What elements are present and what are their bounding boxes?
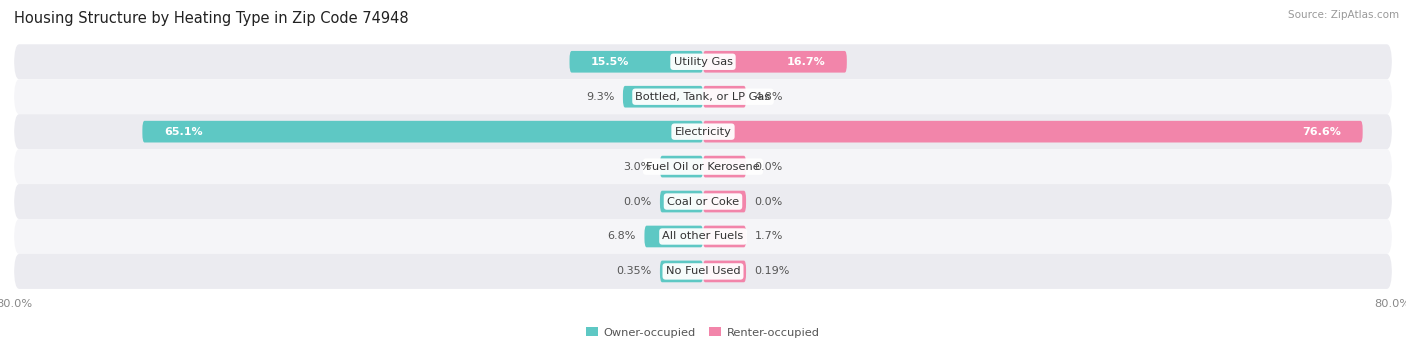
FancyBboxPatch shape — [659, 156, 703, 177]
FancyBboxPatch shape — [644, 226, 703, 247]
FancyBboxPatch shape — [14, 254, 1392, 289]
Text: 1.7%: 1.7% — [755, 232, 783, 241]
FancyBboxPatch shape — [14, 149, 1392, 184]
Text: 0.19%: 0.19% — [755, 267, 790, 276]
Text: 9.3%: 9.3% — [586, 92, 614, 102]
Text: 15.5%: 15.5% — [591, 57, 630, 67]
Text: Housing Structure by Heating Type in Zip Code 74948: Housing Structure by Heating Type in Zip… — [14, 11, 409, 26]
FancyBboxPatch shape — [703, 156, 747, 177]
Text: Fuel Oil or Kerosene: Fuel Oil or Kerosene — [647, 162, 759, 172]
Text: 3.0%: 3.0% — [623, 162, 651, 172]
FancyBboxPatch shape — [569, 51, 703, 73]
Text: Bottled, Tank, or LP Gas: Bottled, Tank, or LP Gas — [636, 92, 770, 102]
Text: 65.1%: 65.1% — [165, 127, 202, 137]
FancyBboxPatch shape — [703, 226, 747, 247]
Text: Electricity: Electricity — [675, 127, 731, 137]
FancyBboxPatch shape — [14, 114, 1392, 149]
FancyBboxPatch shape — [659, 260, 703, 282]
FancyBboxPatch shape — [14, 184, 1392, 219]
Text: No Fuel Used: No Fuel Used — [665, 267, 741, 276]
Text: 16.7%: 16.7% — [786, 57, 825, 67]
Text: 0.35%: 0.35% — [616, 267, 651, 276]
Text: 0.0%: 0.0% — [623, 197, 651, 206]
Text: Utility Gas: Utility Gas — [673, 57, 733, 67]
Text: All other Fuels: All other Fuels — [662, 232, 744, 241]
FancyBboxPatch shape — [703, 86, 747, 107]
FancyBboxPatch shape — [659, 191, 703, 212]
Text: 0.0%: 0.0% — [755, 197, 783, 206]
FancyBboxPatch shape — [142, 121, 703, 142]
Text: 6.8%: 6.8% — [607, 232, 636, 241]
Text: 0.0%: 0.0% — [755, 162, 783, 172]
Text: Coal or Coke: Coal or Coke — [666, 197, 740, 206]
FancyBboxPatch shape — [703, 121, 1362, 142]
FancyBboxPatch shape — [14, 79, 1392, 114]
FancyBboxPatch shape — [703, 260, 747, 282]
FancyBboxPatch shape — [14, 44, 1392, 79]
Text: 76.6%: 76.6% — [1302, 127, 1341, 137]
Legend: Owner-occupied, Renter-occupied: Owner-occupied, Renter-occupied — [582, 322, 824, 340]
FancyBboxPatch shape — [623, 86, 703, 107]
FancyBboxPatch shape — [703, 191, 747, 212]
Text: Source: ZipAtlas.com: Source: ZipAtlas.com — [1288, 10, 1399, 20]
FancyBboxPatch shape — [14, 219, 1392, 254]
FancyBboxPatch shape — [703, 51, 846, 73]
Text: 4.8%: 4.8% — [755, 92, 783, 102]
